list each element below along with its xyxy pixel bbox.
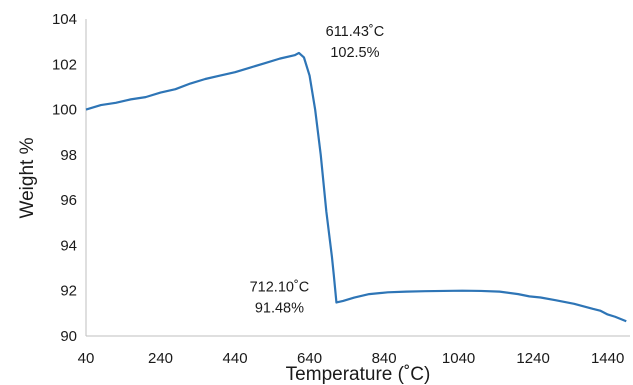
x-tick-labels: 40 240 440 640 840 1040 1240 1440 (78, 350, 625, 367)
x-tick-label: 640 (297, 350, 322, 367)
y-tick-label: 92 (60, 283, 77, 300)
series-line (85, 51, 627, 323)
annotation-label: 712.10˚C (250, 279, 310, 295)
y-tick-labels: 90 92 94 96 98 100 102 104 (52, 11, 77, 345)
x-tick-label: 1040 (442, 350, 475, 367)
y-tick-label: 100 (52, 102, 77, 119)
annotation-label: 102.5% (330, 45, 379, 61)
series-group (85, 51, 627, 323)
x-tick-label: 40 (78, 350, 95, 367)
x-tick-label: 440 (223, 350, 248, 367)
y-tick-label: 96 (60, 192, 77, 209)
y-axis-title: Weight % (17, 137, 38, 218)
y-tick-label: 90 (60, 328, 77, 345)
y-tick-label: 104 (52, 11, 77, 28)
y-tick-label: 102 (52, 56, 77, 73)
x-tick-label: 1440 (591, 350, 624, 367)
y-tick-label: 98 (60, 147, 77, 164)
x-axis-title: Temperature (˚C) (286, 364, 431, 385)
y-tick-label: 94 (60, 237, 77, 254)
annotations: 611.43˚C 102.5% 712.10˚C 91.48% (250, 24, 385, 317)
annotation-label: 611.43˚C (326, 24, 385, 40)
x-tick-label: 1240 (516, 350, 549, 367)
x-tick-label: 240 (148, 350, 173, 367)
annotation-label: 91.48% (255, 300, 304, 316)
x-tick-label: 840 (372, 350, 397, 367)
